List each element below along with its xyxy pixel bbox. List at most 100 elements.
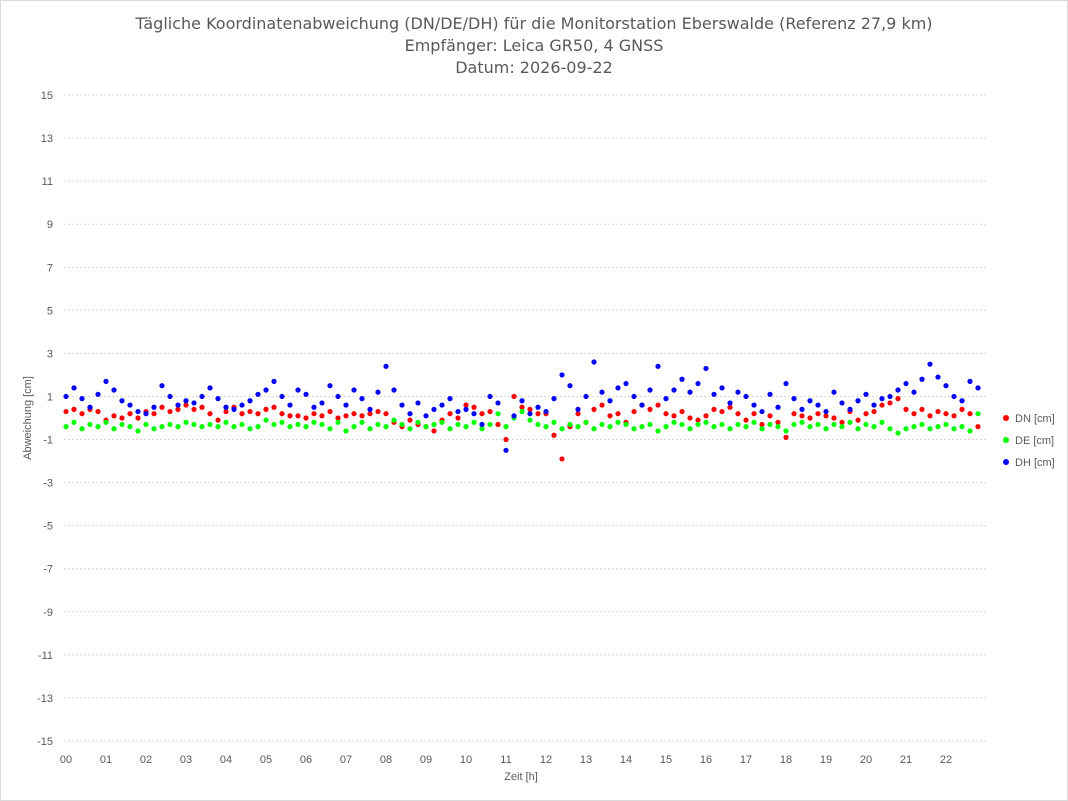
data-point xyxy=(607,413,613,419)
data-point xyxy=(927,413,933,419)
data-point xyxy=(79,426,85,432)
data-point xyxy=(279,419,285,425)
data-point xyxy=(895,430,901,436)
data-point xyxy=(711,406,717,412)
data-point xyxy=(415,419,421,425)
data-point xyxy=(879,396,885,402)
data-point xyxy=(111,413,117,419)
data-point xyxy=(719,385,725,391)
data-point xyxy=(135,408,141,415)
data-point xyxy=(327,408,333,415)
data-point xyxy=(687,415,693,421)
data-point xyxy=(735,421,741,428)
data-point xyxy=(215,424,221,430)
data-point xyxy=(527,417,533,423)
data-point xyxy=(215,417,221,423)
x-tick-label: 21 xyxy=(900,754,912,766)
data-point xyxy=(647,387,653,393)
data-point xyxy=(303,424,309,430)
data-point xyxy=(319,400,325,406)
data-point xyxy=(63,424,69,430)
data-point xyxy=(911,424,917,430)
data-point xyxy=(191,406,197,412)
data-point xyxy=(887,393,893,400)
data-point xyxy=(735,389,741,395)
data-point xyxy=(95,391,101,397)
y-tick-label: -11 xyxy=(38,650,53,662)
data-point xyxy=(863,411,869,417)
data-point xyxy=(215,396,221,402)
data-point xyxy=(527,411,533,417)
data-point xyxy=(855,417,861,423)
data-point xyxy=(263,406,269,412)
data-point xyxy=(799,413,805,419)
data-point xyxy=(895,396,901,402)
data-point xyxy=(239,411,245,417)
data-point xyxy=(727,426,733,432)
data-point xyxy=(975,411,981,417)
data-point xyxy=(823,408,829,415)
data-point xyxy=(775,404,781,410)
data-point xyxy=(591,359,597,365)
data-point xyxy=(703,365,709,372)
series-0-points xyxy=(63,393,981,462)
data-point xyxy=(679,376,685,382)
data-point xyxy=(759,426,765,432)
data-point xyxy=(431,406,437,412)
x-tick-label: 01 xyxy=(100,754,112,766)
data-point xyxy=(895,387,901,393)
data-point xyxy=(791,396,797,402)
data-point xyxy=(799,406,805,412)
data-point xyxy=(671,387,677,393)
data-point xyxy=(847,419,853,425)
data-point xyxy=(295,387,301,393)
data-point xyxy=(431,421,437,428)
data-point xyxy=(823,413,829,419)
data-point xyxy=(663,411,669,417)
data-point xyxy=(727,400,733,406)
data-point xyxy=(111,387,117,393)
data-point xyxy=(527,406,533,412)
data-point xyxy=(471,411,477,417)
data-point xyxy=(503,447,509,453)
data-point xyxy=(839,424,845,430)
data-point xyxy=(359,413,365,419)
data-point xyxy=(447,396,453,402)
data-point xyxy=(567,383,573,389)
data-point xyxy=(743,417,749,423)
y-tick-label: 3 xyxy=(47,348,53,360)
data-point xyxy=(919,376,925,382)
y-tick-label: 1 xyxy=(47,391,53,403)
data-point xyxy=(743,424,749,430)
data-point xyxy=(207,411,213,417)
y-tick-label: 11 xyxy=(42,176,53,188)
data-point xyxy=(479,421,485,428)
data-point xyxy=(783,428,789,434)
data-point xyxy=(535,404,541,410)
data-point xyxy=(543,408,549,415)
data-point xyxy=(831,421,837,428)
data-point xyxy=(375,408,381,415)
data-point xyxy=(655,402,661,408)
legend-marker xyxy=(1003,459,1009,465)
data-point xyxy=(807,415,813,421)
data-point xyxy=(343,413,349,419)
data-point xyxy=(487,408,493,415)
data-point xyxy=(383,424,389,430)
data-point xyxy=(583,419,589,425)
data-point xyxy=(631,393,637,400)
data-point xyxy=(407,417,413,423)
data-point xyxy=(311,419,317,425)
data-point xyxy=(839,400,845,406)
data-point xyxy=(551,432,557,438)
data-point xyxy=(975,424,981,430)
data-point xyxy=(439,419,445,425)
data-point xyxy=(791,421,797,428)
data-point xyxy=(679,421,685,428)
data-point xyxy=(487,393,493,400)
data-point xyxy=(647,421,653,428)
chart-title-line-3: Datum: 2026-09-22 xyxy=(455,58,613,77)
data-point xyxy=(383,411,389,417)
data-point xyxy=(143,421,149,428)
data-point xyxy=(967,378,973,384)
